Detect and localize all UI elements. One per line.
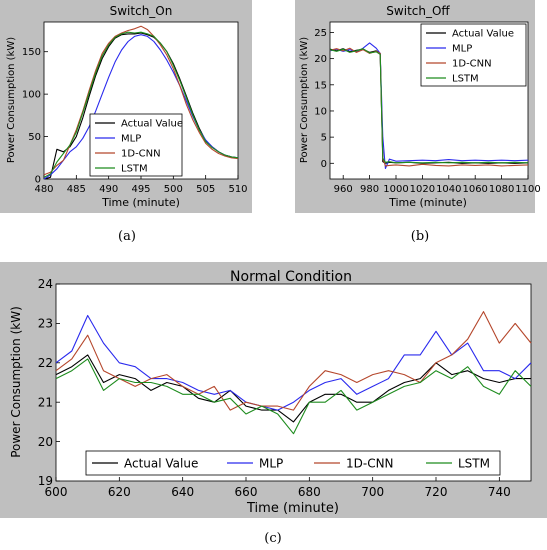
y-tick-label: 50	[28, 132, 41, 143]
panel-c-legend: Actual Value MLP 1D-CNN LSTM	[85, 450, 501, 476]
x-tick-label: 1080	[489, 184, 514, 195]
x-tick-label: 1020	[410, 184, 435, 195]
y-tick-label: 20	[314, 54, 327, 65]
panel-c-ylabel: Power Consumption (kW)	[9, 306, 23, 458]
y-tick-label: 150	[22, 47, 41, 58]
panel-a: Switch_On 480 485 490 495 500 505 510 0 50 100 150…	[0, 0, 252, 213]
panel-b: Switch_Off 960 980 1000 1020 1040 1060 1080 110…	[295, 0, 541, 213]
panel-b-lines	[329, 42, 529, 170]
x-tick-label: 480	[34, 184, 53, 195]
legend-label: LSTM	[452, 74, 479, 85]
panel-b-ylabel: Power Consumption (kW)	[299, 37, 310, 163]
series-line-actual-value	[55, 354, 531, 423]
panel-a-title: Switch_On	[110, 4, 173, 18]
legend-box	[89, 113, 183, 177]
series-line-lstm	[55, 358, 532, 435]
legend-label: Actual Value	[452, 29, 514, 40]
legend-label: 1D-CNN	[121, 149, 161, 160]
x-tick-label: 490	[99, 184, 118, 195]
y-tick-label: 15	[314, 80, 327, 91]
legend-label: MLP	[452, 44, 472, 55]
y-tick-label: 5	[321, 133, 327, 144]
x-tick-label: 660	[235, 485, 258, 499]
series-line-1d-cnn	[43, 25, 239, 176]
x-tick-label: 720	[425, 485, 448, 499]
y-tick-label: 0	[35, 175, 41, 186]
series-line-1d-cnn	[55, 311, 532, 411]
panel-a-lines	[43, 25, 239, 180]
panel-b-title: Switch_Off	[386, 4, 450, 18]
y-tick-label: 100	[22, 90, 41, 101]
panel-a-xlabel: Time (minute)	[101, 196, 180, 209]
panel-b-xlabel: Time (minute)	[388, 196, 467, 209]
y-tick-label: 19	[38, 474, 53, 488]
panel-a-ticks: 480 485 490 495 500 505 510 0 50 100 150	[22, 47, 248, 195]
y-tick-label: 22	[38, 356, 53, 370]
y-tick-label: 24	[38, 277, 53, 291]
x-tick-label: 1040	[436, 184, 461, 195]
legend-label: MLP	[121, 134, 141, 145]
legend-label: MLP	[259, 456, 283, 470]
panel-a-legend: Actual Value MLP 1D-CNN LSTM	[89, 113, 183, 177]
legend-label: 1D-CNN	[452, 59, 492, 70]
x-tick-label: 500	[164, 184, 183, 195]
series-line-mlp	[43, 34, 239, 180]
x-tick-label: 740	[488, 485, 511, 499]
legend-box	[420, 23, 527, 87]
legend-label: Actual Value	[121, 119, 183, 130]
x-tick-label: 1100	[515, 184, 540, 195]
panel-a-ylabel: Power Consumption (kW)	[6, 37, 17, 163]
x-tick-label: 1060	[462, 184, 487, 195]
y-tick-label: 10	[314, 106, 327, 117]
panel-c-lines	[55, 311, 532, 435]
panel-c-ticks: 600 620 640 660 680 700 720 740 19 20 21 22 23 24	[38, 277, 511, 499]
legend-label: LSTM	[121, 164, 148, 175]
x-tick-label: 495	[131, 184, 150, 195]
x-tick-label: 640	[171, 485, 194, 499]
x-tick-label: 620	[108, 485, 131, 499]
caption-c: (c)	[264, 531, 281, 546]
x-tick-label: 485	[67, 184, 86, 195]
x-tick-label: 1000	[383, 184, 408, 195]
panel-c: Normal Condition 600 620 640 660 680 700 720 74…	[0, 262, 547, 518]
x-tick-label: 960	[334, 184, 353, 195]
y-tick-label: 20	[38, 435, 53, 449]
x-tick-label: 505	[196, 184, 215, 195]
caption-b: (b)	[411, 229, 429, 244]
x-tick-label: 700	[361, 485, 384, 499]
y-tick-label: 21	[38, 395, 53, 409]
y-tick-label: 23	[38, 317, 53, 331]
panel-c-title: Normal Condition	[230, 269, 352, 285]
y-tick-label: 25	[314, 28, 327, 39]
x-tick-label: 980	[360, 184, 379, 195]
panel-b-legend: Actual Value MLP 1D-CNN LSTM	[420, 23, 527, 87]
x-tick-label: 680	[298, 485, 321, 499]
series-line-lstm	[329, 48, 529, 164]
x-tick-label: 600	[45, 485, 68, 499]
caption-a: (a)	[118, 229, 136, 244]
y-tick-label: 0	[321, 159, 327, 170]
panel-c-xlabel: Time (minute)	[246, 501, 339, 516]
panel-b-ticks: 960 980 1000 1020 1040 1060 1080 1100 0 5 10 15 20 25	[314, 28, 540, 195]
legend-label: LSTM	[458, 456, 490, 470]
legend-label: 1D-CNN	[346, 456, 394, 470]
legend-label: Actual Value	[124, 456, 198, 470]
x-tick-label: 510	[228, 184, 247, 195]
series-line-lstm	[43, 31, 239, 178]
